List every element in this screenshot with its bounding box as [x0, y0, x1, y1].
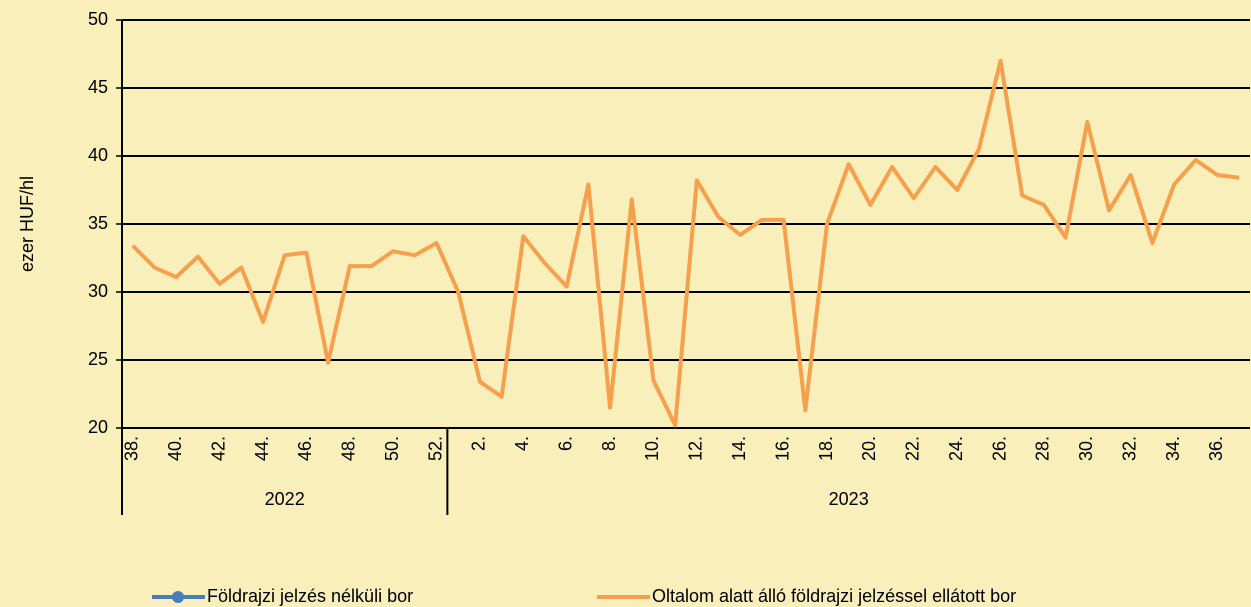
x-tick-label: 40.	[165, 436, 185, 461]
x-tick-label: 36.	[1206, 436, 1226, 461]
y-tick-label: 45	[88, 77, 108, 97]
x-group-label: 2022	[265, 489, 305, 509]
x-tick-label: 20.	[859, 436, 879, 461]
x-tick-label: 22.	[903, 436, 923, 461]
x-tick-label: 42.	[208, 436, 228, 461]
x-tick-label: 12.	[686, 436, 706, 461]
x-group-label: 2023	[829, 489, 869, 509]
x-tick-label: 38.	[122, 436, 142, 461]
x-tick-label: 32.	[1119, 436, 1139, 461]
x-tick-label: 8.	[599, 436, 619, 451]
x-tick-label: 52.	[425, 436, 445, 461]
x-tick-label: 14.	[729, 436, 749, 461]
y-tick-label: 50	[88, 9, 108, 29]
x-tick-label: 44.	[252, 436, 272, 461]
x-tick-label: 24.	[946, 436, 966, 461]
x-tick-label: 4.	[512, 436, 532, 451]
x-tick-label: 30.	[1076, 436, 1096, 461]
legend-label: Oltalom alatt álló földrajzi jelzéssel e…	[652, 586, 1016, 606]
x-tick-label: 10.	[642, 436, 662, 461]
y-tick-label: 25	[88, 349, 108, 369]
y-tick-label: 35	[88, 213, 108, 233]
legend-label: Földrajzi jelzés nélküli bor	[207, 586, 413, 606]
y-tick-label: 30	[88, 281, 108, 301]
x-tick-label: 28.	[1033, 436, 1053, 461]
x-tick-label: 26.	[989, 436, 1009, 461]
x-tick-label: 46.	[295, 436, 315, 461]
x-tick-label: 34.	[1163, 436, 1183, 461]
x-tick-label: 6.	[555, 436, 575, 451]
x-tick-label: 2.	[469, 436, 489, 451]
x-tick-label: 18.	[816, 436, 836, 461]
series-line	[131, 58, 1240, 428]
x-tick-label: 16.	[772, 436, 792, 461]
y-tick-label: 40	[88, 145, 108, 165]
y-tick-label: 20	[88, 417, 108, 437]
x-tick-label: 48.	[339, 436, 359, 461]
x-tick-label: 50.	[382, 436, 402, 461]
y-axis-label: ezer HUF/hl	[17, 176, 37, 272]
legend-marker	[172, 591, 184, 603]
